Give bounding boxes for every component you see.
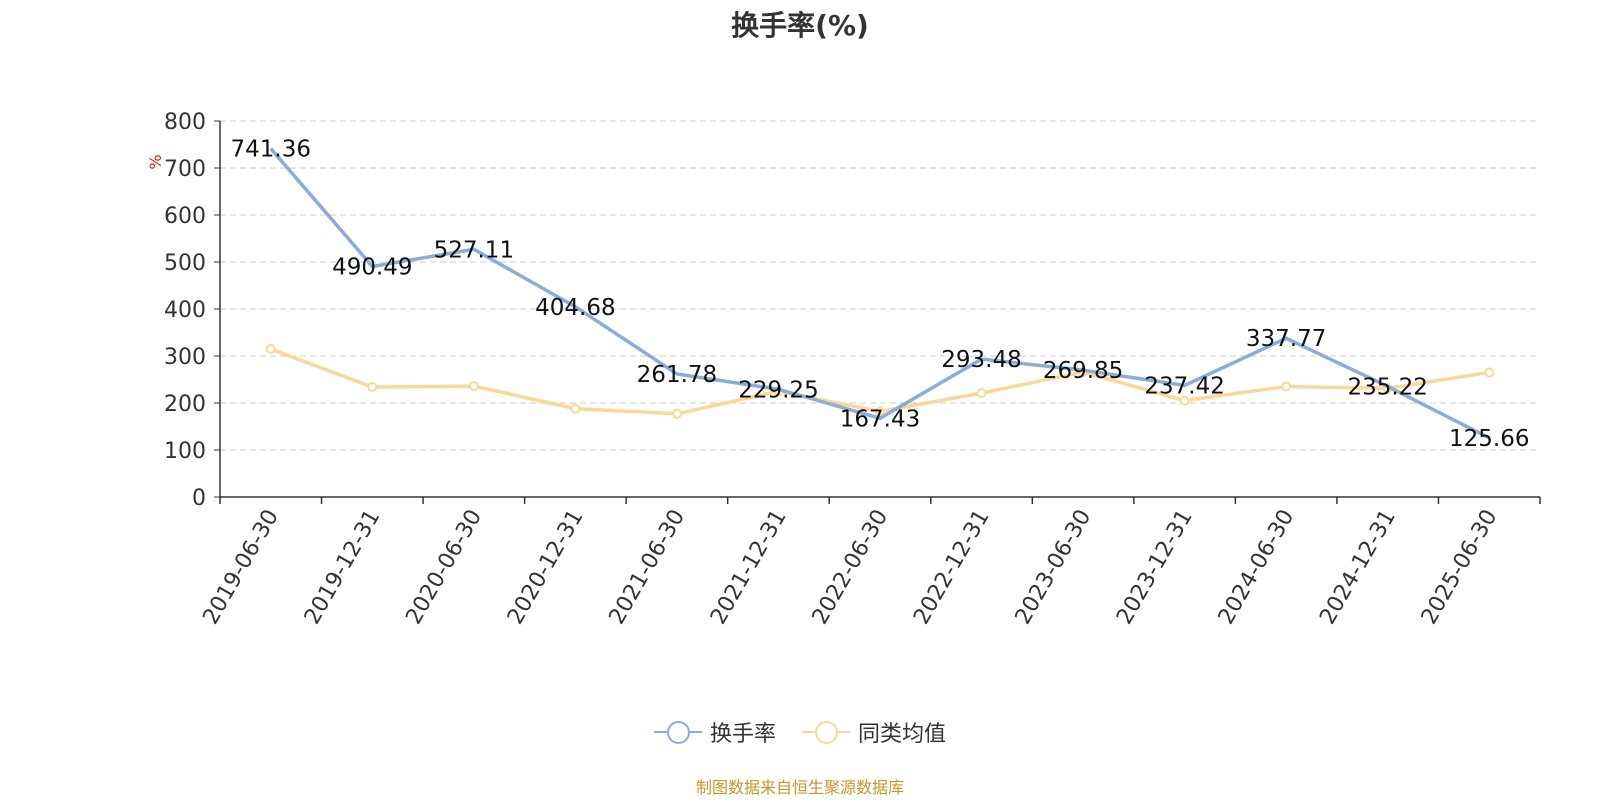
data-label: 167.43 bbox=[840, 406, 920, 432]
data-label: 527.11 bbox=[434, 237, 514, 263]
series-line-turnover bbox=[269, 147, 1491, 440]
x-tick-label: 2022-06-30 bbox=[808, 506, 894, 629]
axes: 0 100 200 300 400 500 600 700 800% 2019-06-30 2019… bbox=[146, 110, 1541, 629]
source-footer: 制图数据来自恒生聚源数据库 bbox=[695, 778, 904, 797]
y-tick-label: 600 bbox=[164, 204, 206, 229]
y-tick-label: 500 bbox=[164, 251, 206, 276]
data-label: 741.36 bbox=[231, 137, 311, 163]
legend-item-turnover[interactable]: 换手率 bbox=[653, 716, 776, 748]
x-tick-label: 2019-12-31 bbox=[300, 506, 386, 629]
x-tick-label: 2020-06-30 bbox=[401, 506, 487, 629]
x-tick-label: 2019-06-30 bbox=[198, 506, 284, 629]
x-tick-label: 2023-12-31 bbox=[1112, 506, 1198, 629]
y-tick-label: 100 bbox=[164, 439, 206, 464]
x-tick-label: 2021-12-31 bbox=[706, 506, 792, 629]
data-label: 293.48 bbox=[941, 347, 1021, 373]
grid-lines bbox=[220, 120, 1540, 451]
legend: 换手率 同类均值 bbox=[0, 716, 1600, 748]
data-point-peer-average bbox=[875, 406, 885, 417]
data-point-peer-average bbox=[976, 388, 987, 399]
y-tick-label: 400 bbox=[164, 298, 206, 323]
legend-label-peer-average: 同类均值 bbox=[858, 722, 947, 747]
x-tick-label: 2022-12-31 bbox=[909, 506, 995, 629]
data-label: 337.77 bbox=[1246, 326, 1326, 352]
data-label: 269.85 bbox=[1043, 358, 1123, 384]
data-point-peer-average bbox=[1484, 367, 1495, 378]
data-label: 490.49 bbox=[332, 254, 412, 280]
y-tick-label: 700 bbox=[164, 157, 206, 182]
chart-title: 换手率(%) bbox=[731, 9, 869, 42]
legend-swatch-turnover bbox=[653, 720, 702, 744]
data-point-peer-average bbox=[671, 408, 682, 419]
y-tick-label: 800 bbox=[164, 110, 206, 135]
data-label: 261.78 bbox=[637, 362, 717, 388]
x-tick-label: 2024-06-30 bbox=[1214, 506, 1300, 629]
data-point-peer-average bbox=[367, 382, 378, 393]
legend-item-peer-average[interactable]: 同类均值 bbox=[802, 716, 946, 748]
y-axis-label: % bbox=[146, 154, 165, 169]
legend-circle bbox=[666, 721, 690, 744]
legend-circle bbox=[815, 721, 838, 744]
data-point-peer-average bbox=[468, 381, 479, 392]
data-labels: 741.36 490.49 527.11 404.68 261.78 229.25 167.… bbox=[231, 137, 1530, 452]
data-point-peer-average bbox=[265, 343, 276, 354]
data-label: 237.42 bbox=[1144, 373, 1224, 399]
data-point-peer-average bbox=[1179, 395, 1190, 406]
data-point-peer-average bbox=[570, 403, 581, 414]
x-tick-label: 2025-06-30 bbox=[1417, 506, 1503, 629]
x-tick-label: 2023-06-30 bbox=[1011, 506, 1097, 629]
x-tick-label: 2024-12-31 bbox=[1315, 506, 1401, 629]
series-lines bbox=[265, 147, 1495, 440]
data-label: 235.22 bbox=[1347, 374, 1427, 400]
y-tick-label: 300 bbox=[164, 345, 206, 370]
x-tick-label: 2021-06-30 bbox=[605, 506, 691, 629]
data-point-peer-average bbox=[1281, 381, 1292, 392]
y-tick-label: 0 bbox=[192, 486, 206, 511]
legend-label-turnover: 换手率 bbox=[709, 722, 776, 747]
data-label: 229.25 bbox=[738, 377, 818, 403]
series-line-peer-average bbox=[270, 347, 1490, 416]
data-label: 125.66 bbox=[1449, 426, 1529, 452]
y-tick-label: 200 bbox=[164, 392, 206, 417]
data-label: 404.68 bbox=[535, 295, 615, 321]
legend-swatch-peer-average bbox=[802, 720, 850, 744]
x-tick-label: 2020-12-31 bbox=[503, 506, 589, 629]
